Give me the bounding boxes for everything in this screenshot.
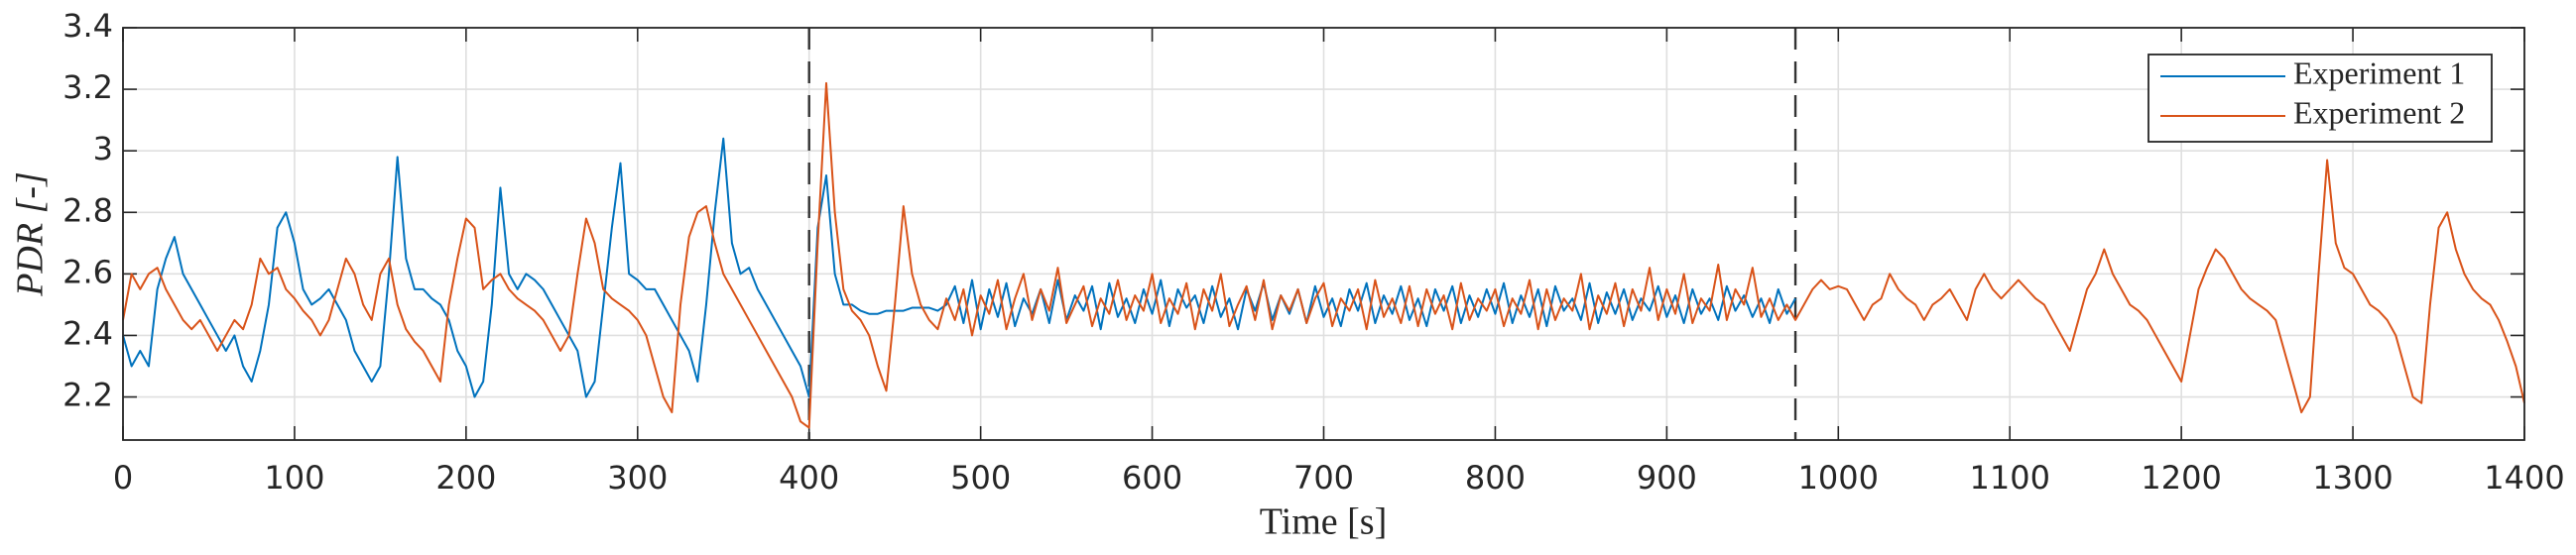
legend-label: Experiment 1 [2293, 55, 2465, 90]
x-tick-label: 800 [1465, 459, 1526, 497]
x-tick-label: 900 [1637, 459, 1697, 497]
y-tick-label: 3.2 [62, 68, 113, 106]
y-tick-label: 3 [93, 130, 113, 167]
y-tick-label: 2.6 [62, 253, 113, 290]
y-tick-label: 2.4 [62, 314, 113, 352]
x-tick-label: 600 [1122, 459, 1182, 497]
x-tick-label: 500 [950, 459, 1011, 497]
x-axis-label: Time [s] [1260, 501, 1387, 543]
y-tick-label: 2.8 [62, 191, 113, 229]
y-axis-label: PDR [-] [10, 171, 52, 297]
x-tick-label: 1000 [1798, 459, 1879, 497]
x-tick-label: 300 [607, 459, 668, 497]
x-tick-label: 200 [435, 459, 496, 497]
x-tick-label: 1400 [2484, 459, 2564, 497]
legend-box [2147, 54, 2493, 143]
x-tick-label: 1100 [1969, 459, 2049, 497]
plot-frame [122, 27, 2525, 441]
x-tick-label: 1300 [2312, 459, 2392, 497]
x-tick-label: 100 [264, 459, 324, 497]
x-tick-label: 400 [779, 459, 839, 497]
y-tick-label: 2.2 [62, 377, 113, 414]
series-line [122, 81, 2525, 429]
y-tick-label: 3.4 [62, 7, 113, 45]
x-tick-label: 0 [113, 459, 133, 497]
x-tick-label: 1200 [2141, 459, 2221, 497]
legend-label: Experiment 2 [2293, 94, 2465, 130]
x-tick-label: 700 [1293, 459, 1354, 497]
